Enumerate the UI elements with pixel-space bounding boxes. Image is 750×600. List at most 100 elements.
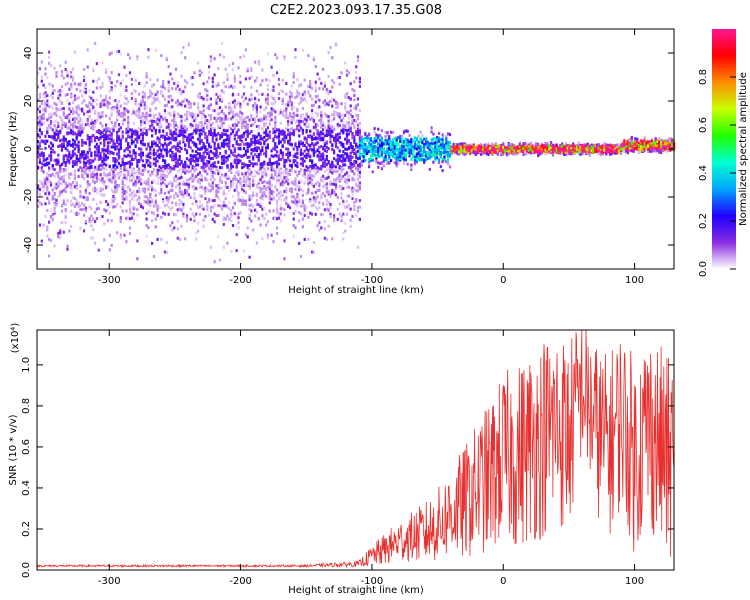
spectrogram-cell <box>112 158 115 162</box>
spectrogram-cell <box>73 50 76 54</box>
spectrogram-cell <box>40 116 43 120</box>
spectrogram-cell <box>158 165 161 169</box>
spectrogram-cell <box>94 125 97 129</box>
spectrogram-cell <box>44 202 47 206</box>
spectrogram-cell <box>158 147 161 151</box>
spectrogram-cell <box>222 117 225 121</box>
spectrogram-cell <box>48 50 51 54</box>
spectrogram-cell <box>101 193 104 197</box>
spectrogram-cell <box>204 145 207 149</box>
spectrogram-cell <box>323 183 326 187</box>
spectrogram-cell <box>42 92 45 96</box>
spectrogram-cell <box>222 192 225 196</box>
spectrogram-cell <box>49 239 53 242</box>
spectrogram-cell <box>342 200 345 204</box>
spectrogram-cell <box>231 110 235 114</box>
spectrogram-cell <box>169 123 172 127</box>
spectrogram-cell <box>388 147 391 151</box>
spectrogram-cell <box>265 152 268 156</box>
spectrogram-cell <box>220 181 224 184</box>
spectrogram-cell <box>353 152 356 156</box>
spectrogram-cell <box>171 201 174 205</box>
spectrogram-cell <box>266 137 269 141</box>
spectrogram-cell <box>162 200 165 204</box>
spectrogram-cell <box>68 182 71 186</box>
spectrogram-cell <box>390 130 393 134</box>
spectrogram-cell <box>84 85 87 88</box>
spectrogram-cell <box>356 114 360 118</box>
spectrogram-cell <box>311 117 314 121</box>
spectrogram-cell <box>208 213 211 217</box>
spectrogram-cell <box>156 237 159 241</box>
spectrogram-cell <box>254 79 257 83</box>
spectrogram-cell <box>242 249 246 253</box>
spectrogram-cell <box>73 147 76 151</box>
spectrogram-cell <box>70 185 73 189</box>
spectrogram-cell <box>55 126 58 130</box>
spectrogram-cell <box>145 111 148 115</box>
spectrogram-cell <box>174 157 178 161</box>
spectrogram-cell <box>189 217 192 221</box>
spectrogram-cell <box>81 127 84 131</box>
spectrogram-cell <box>44 67 47 71</box>
spectrogram-cell <box>254 60 257 64</box>
spectrogram-cell <box>299 100 303 104</box>
spectrogram-cell <box>106 148 110 152</box>
spectrogram-cell <box>197 93 200 97</box>
spectrogram-cell <box>149 151 152 155</box>
spectrogram-cell <box>185 127 189 131</box>
spectrogram-cell <box>242 99 246 103</box>
spectrogram-cell <box>198 133 201 136</box>
spectrogram-cell <box>296 107 299 111</box>
spectrogram-cell <box>222 200 225 204</box>
spectrogram-cell <box>130 196 133 199</box>
spectrogram-cell <box>211 132 214 136</box>
spectrogram-cell <box>228 207 231 211</box>
spectrogram-cell <box>105 163 108 167</box>
spectrogram-cell <box>329 163 332 167</box>
spectrogram-cell <box>257 172 260 176</box>
spectrogram-cell <box>259 137 262 141</box>
spectrogram-cell <box>320 136 323 140</box>
spectrogram-cell <box>116 145 119 149</box>
spectrogram-cell <box>151 144 154 148</box>
spectrogram-cell <box>53 174 56 178</box>
spectrogram-cell <box>84 164 87 168</box>
spectrogram-cell <box>182 202 185 206</box>
spectrogram-cell <box>355 197 358 201</box>
spectrogram-cell <box>288 151 292 155</box>
spectrogram-cell <box>301 106 304 110</box>
spectrogram-cell <box>95 202 98 206</box>
spectrogram-cell <box>397 162 400 166</box>
spectrogram-cell <box>384 155 387 159</box>
spectrogram-cell <box>92 173 95 177</box>
spectrogram-cell <box>156 209 159 213</box>
spectrogram-cell <box>51 188 54 192</box>
spectrogram-cell <box>197 179 200 183</box>
spectrogram-cell <box>217 67 220 71</box>
spectrogram-cell <box>79 121 82 125</box>
spectrogram-cell <box>288 100 292 103</box>
spectrogram-cell <box>287 170 290 174</box>
spectrogram-cell <box>314 125 317 129</box>
spectrogram-cell <box>92 179 95 183</box>
spectrogram-cell <box>224 197 227 201</box>
spectrogram-cell <box>334 170 338 174</box>
spectrogram-cell <box>184 182 187 186</box>
spectrogram-cell <box>244 163 247 167</box>
spectrogram-cell <box>333 190 336 194</box>
spectrogram-cell <box>358 217 361 221</box>
spectrogram-cell <box>206 148 209 152</box>
spectrogram-cell <box>57 235 60 239</box>
spectrogram-cell <box>283 257 286 261</box>
spectrogram-cell <box>379 144 382 148</box>
spectrogram-cell <box>151 84 154 88</box>
spectrogram-cell <box>257 62 260 66</box>
spectrogram-cell <box>233 147 236 151</box>
spectrogram-cell <box>279 194 282 198</box>
spectrogram-cell <box>322 164 325 168</box>
spectrogram-cell <box>174 87 178 91</box>
spectrogram-cell <box>147 182 150 186</box>
spectrogram-cell <box>191 132 194 136</box>
spectrogram-cell <box>358 84 361 88</box>
